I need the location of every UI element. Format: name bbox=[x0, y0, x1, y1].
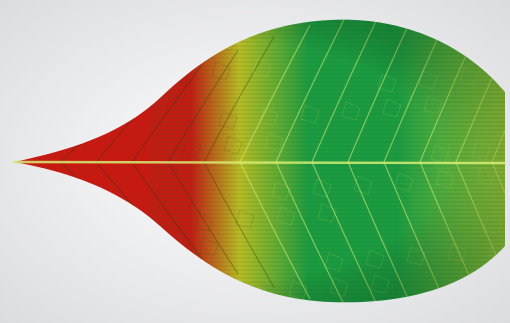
leaf-icon bbox=[12, 19, 507, 303]
leaf-edge-shade bbox=[14, 19, 505, 303]
leaf-midrib bbox=[12, 160, 507, 165]
